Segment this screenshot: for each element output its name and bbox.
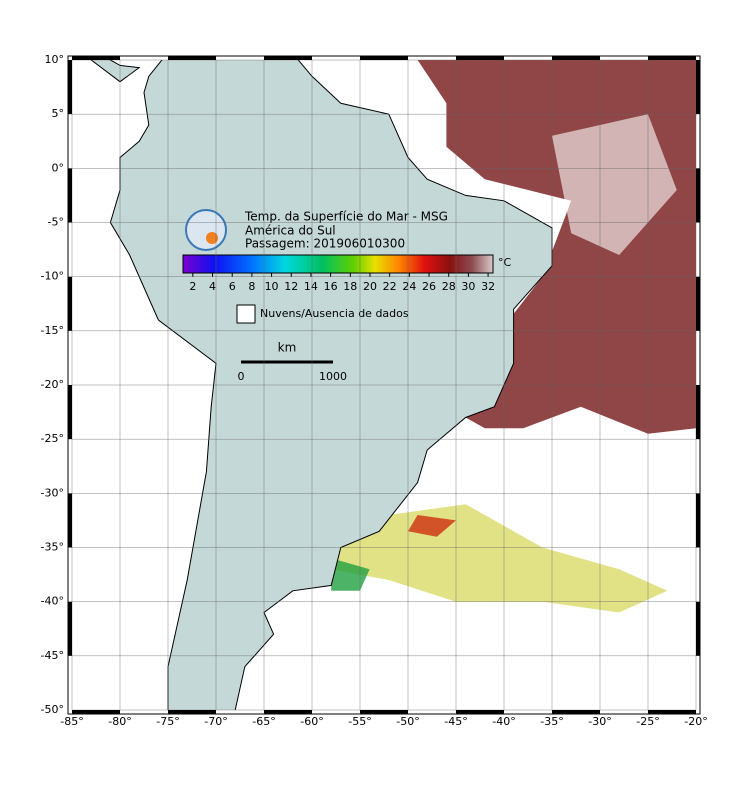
colorbar-tick-label: 22 bbox=[383, 280, 397, 293]
frame-segment bbox=[264, 56, 312, 60]
colorbar-tick-label: 2 bbox=[189, 280, 196, 293]
x-tick-label: -25° bbox=[636, 715, 659, 728]
scale-start: 0 bbox=[238, 370, 245, 383]
colorbar-tick-label: 16 bbox=[324, 280, 338, 293]
x-tick-label: -30° bbox=[588, 715, 611, 728]
frame-segment bbox=[648, 56, 696, 60]
frame-segment bbox=[360, 56, 408, 60]
colorbar-tick-label: 12 bbox=[284, 280, 298, 293]
overlay: Temp. da Superfície do Mar - MSG América… bbox=[182, 209, 512, 383]
frame-segment bbox=[68, 276, 72, 331]
logo bbox=[185, 209, 227, 251]
frame-segment bbox=[264, 710, 312, 714]
x-tick-label: -85° bbox=[60, 715, 83, 728]
x-tick-label: -70° bbox=[204, 715, 227, 728]
frame-segment bbox=[68, 168, 72, 223]
sst-hot bbox=[408, 515, 456, 537]
x-tick-label: -20° bbox=[684, 715, 707, 728]
sst-clear bbox=[552, 114, 677, 255]
y-tick-label: -25° bbox=[41, 432, 64, 445]
frame-segment bbox=[552, 710, 600, 714]
logo-sun bbox=[206, 232, 218, 244]
y-tick-label: -10° bbox=[41, 270, 64, 283]
pass-time: Passagem: 201906010300 bbox=[245, 237, 405, 251]
colorbar-tick-label: 26 bbox=[422, 280, 436, 293]
subtitle: América do Sul bbox=[245, 224, 336, 238]
x-tick-label: -75° bbox=[156, 715, 179, 728]
frame-segment bbox=[696, 276, 700, 331]
frame-segment bbox=[552, 56, 600, 60]
y-tick-label: -5° bbox=[48, 216, 64, 229]
colorbar-tick-label: 14 bbox=[304, 280, 318, 293]
x-tick-label: -45° bbox=[444, 715, 467, 728]
frame-segment bbox=[68, 385, 72, 440]
y-tick-label: -50° bbox=[41, 703, 64, 716]
x-tick-label: -50° bbox=[396, 715, 419, 728]
frame-segment bbox=[696, 168, 700, 223]
frame-segment bbox=[696, 493, 700, 548]
frame-segment bbox=[72, 710, 120, 714]
colorbar-tick-label: 28 bbox=[442, 280, 456, 293]
central-america bbox=[90, 60, 141, 83]
scale-unit: km bbox=[278, 341, 297, 355]
x-tick-label: -60° bbox=[300, 715, 323, 728]
colorbar-tick-label: 8 bbox=[248, 280, 255, 293]
frame-segment bbox=[456, 56, 504, 60]
x-tick-label: -65° bbox=[252, 715, 275, 728]
frame-segment bbox=[68, 493, 72, 548]
frame-segment bbox=[648, 710, 696, 714]
x-tick-label: -55° bbox=[348, 715, 371, 728]
colorbar bbox=[182, 254, 494, 274]
y-tick-label: -45° bbox=[41, 649, 64, 662]
y-tick-label: 10° bbox=[45, 53, 65, 66]
colorbar-tick-label: 32 bbox=[481, 280, 495, 293]
frame-segment bbox=[68, 601, 72, 656]
y-tick-label: -15° bbox=[41, 324, 64, 337]
colorbar-tick-label: 10 bbox=[265, 280, 279, 293]
frame-segment bbox=[168, 710, 216, 714]
colorbar-tick-label: 18 bbox=[343, 280, 357, 293]
y-tick-label: -40° bbox=[41, 595, 64, 608]
colorbar-tick-label: 30 bbox=[461, 280, 475, 293]
x-tick-label: -35° bbox=[540, 715, 563, 728]
legend-swatch bbox=[236, 304, 256, 324]
colorbar-tick-label: 24 bbox=[402, 280, 416, 293]
frame-segment bbox=[696, 60, 700, 115]
colorbar-tick-label: 20 bbox=[363, 280, 377, 293]
frame-segment bbox=[360, 710, 408, 714]
legend-label: Nuvens/Ausencia de dados bbox=[260, 307, 409, 320]
scale-end: 1000 bbox=[319, 370, 347, 383]
y-tick-label: -35° bbox=[41, 541, 64, 554]
colorbar-tick-label: 6 bbox=[229, 280, 236, 293]
frame-segment bbox=[696, 601, 700, 656]
y-tick-label: -20° bbox=[41, 378, 64, 391]
frame-segment bbox=[68, 60, 72, 115]
title: Temp. da Superfície do Mar - MSG bbox=[244, 210, 448, 224]
x-tick-label: -80° bbox=[108, 715, 131, 728]
frame-segment bbox=[168, 56, 216, 60]
x-tick-label: -40° bbox=[492, 715, 515, 728]
y-tick-label: -30° bbox=[41, 486, 64, 499]
frame-segment bbox=[696, 385, 700, 440]
y-tick-label: 5° bbox=[52, 107, 65, 120]
y-tick-label: 0° bbox=[52, 161, 65, 174]
colorbar-unit: °C bbox=[498, 256, 512, 269]
frame-segment bbox=[456, 710, 504, 714]
frame-segment bbox=[72, 56, 120, 60]
colorbar-tick-label: 4 bbox=[209, 280, 216, 293]
